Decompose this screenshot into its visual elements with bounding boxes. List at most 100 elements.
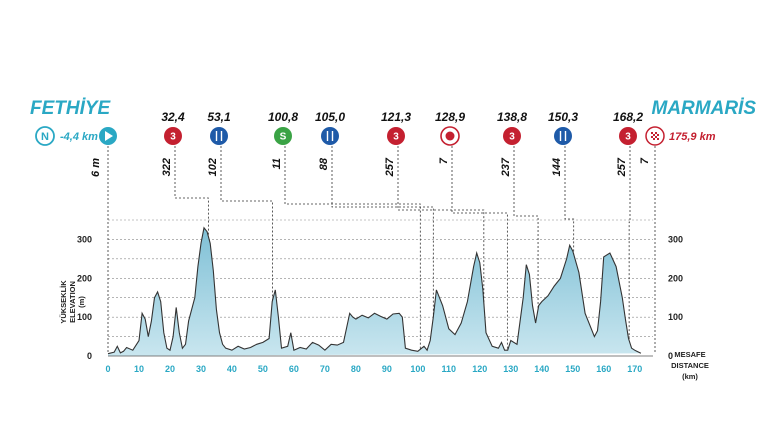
checker-square bbox=[653, 138, 655, 140]
waypoint-climb: 32,4 3 322 bbox=[161, 110, 209, 237]
waypoint-altitude: 322 bbox=[161, 158, 173, 176]
badge-label: 3 bbox=[393, 132, 399, 143]
x-tick-label: 20 bbox=[165, 364, 175, 374]
badge-label: 3 bbox=[509, 132, 515, 143]
checker-square bbox=[655, 136, 657, 138]
y-tick-label-right: 100 bbox=[668, 312, 683, 322]
waypoint-km-label: 128,9 bbox=[435, 110, 465, 124]
waypoint-markers: 32,4332253,1102100,8S11105,088121,332571… bbox=[107, 110, 656, 354]
neutral-start-marker: N -4,4 km bbox=[35, 126, 117, 146]
feed-zone-icon bbox=[210, 127, 228, 145]
x-tick-label: 30 bbox=[196, 364, 206, 374]
x-tick-label: 60 bbox=[289, 364, 299, 374]
waypoint-altitude: 237 bbox=[500, 157, 512, 177]
waypoint-altitude: 7 bbox=[438, 157, 450, 164]
waypoint-km-label: 121,3 bbox=[381, 110, 411, 124]
y-tick-label-left: 0 bbox=[87, 351, 92, 361]
checker-square bbox=[657, 138, 659, 140]
waypoint-km-label: 150,3 bbox=[548, 110, 578, 124]
start-altitude: 6 m bbox=[90, 158, 102, 177]
y-tick-label-left: 100 bbox=[77, 312, 92, 322]
waypoint-km-label: 138,8 bbox=[497, 110, 527, 124]
x-tick-label: 160 bbox=[596, 364, 611, 374]
waypoint-leader-line bbox=[174, 146, 209, 237]
x-axis-title-en: DISTANCE bbox=[671, 361, 709, 370]
waypoint-feed: 150,3 144 bbox=[548, 110, 578, 255]
climb-category-icon bbox=[619, 127, 637, 145]
waypoint-leader-line bbox=[397, 146, 485, 303]
waypoint-km-label: 32,4 bbox=[161, 110, 185, 124]
x-tick-label: 140 bbox=[534, 364, 549, 374]
waypoint-altitude: 11 bbox=[271, 158, 283, 169]
waypoint-altitude: 102 bbox=[207, 158, 219, 176]
waypoint-feed: 53,1 102 bbox=[207, 110, 273, 301]
waypoint-leader-line bbox=[331, 146, 434, 318]
waypoint-km-label: 53,1 bbox=[207, 110, 231, 124]
waypoint-km-label: 168,2 bbox=[613, 110, 643, 124]
x-axis-title-tr: MESAFE bbox=[674, 350, 705, 359]
x-tick-label: 120 bbox=[472, 364, 487, 374]
y-tick-label-left: 300 bbox=[77, 234, 92, 244]
y-tick-label-left: 200 bbox=[77, 273, 92, 283]
waypoint-altitude: 88 bbox=[318, 157, 330, 170]
axis-ticks: 0 10 20 30 40 50 60 70 80 90 100 110 120 130 140 150 160… bbox=[77, 234, 683, 374]
waypoint-km-label: 105,0 bbox=[315, 110, 345, 124]
elevation-area bbox=[107, 226, 653, 357]
y-tick-label-right: 200 bbox=[668, 273, 683, 283]
y-tick-label-right: 0 bbox=[668, 351, 673, 361]
waypoint-leader-line bbox=[284, 146, 421, 350]
x-tick-label: 110 bbox=[442, 364, 457, 374]
x-tick-label: 130 bbox=[503, 364, 518, 374]
waypoint-climb: 138,8 3 237 bbox=[497, 110, 539, 309]
waypoint-climb: 168,2 3 257 bbox=[613, 110, 643, 341]
checker-square bbox=[651, 136, 653, 138]
badge-label: 3 bbox=[625, 132, 631, 143]
badge-label: S bbox=[280, 132, 287, 143]
waypoint-km-label: 100,8 bbox=[268, 110, 298, 124]
checker-square bbox=[653, 134, 655, 136]
checker-square bbox=[657, 134, 659, 136]
waypoint-feed: 105,0 88 bbox=[315, 110, 434, 318]
x-axis-unit: (km) bbox=[682, 372, 698, 381]
badge-label: 3 bbox=[170, 132, 176, 143]
x-tick-label: 40 bbox=[227, 364, 237, 374]
y-axis-unit: (m) bbox=[77, 296, 86, 308]
sprint-icon bbox=[274, 127, 292, 145]
finish-altitude: 7 bbox=[639, 157, 651, 164]
x-tick-label: 100 bbox=[410, 364, 425, 374]
finish-city-name: MARMARİS bbox=[652, 98, 757, 119]
x-tick-label: 70 bbox=[320, 364, 330, 374]
y-axis-title-en: ELEVATION bbox=[68, 281, 77, 323]
waypoint-altitude: 257 bbox=[616, 157, 628, 177]
finish-marker: 175,9 km bbox=[645, 126, 716, 146]
waypoint-altitude: 144 bbox=[551, 158, 563, 176]
x-tick-label: 150 bbox=[565, 364, 580, 374]
x-tick-label: 0 bbox=[105, 364, 110, 374]
checker-square bbox=[651, 132, 653, 134]
waypoint-leader-line bbox=[513, 146, 539, 309]
y-axis-title-tr: YÜKSEKLİK bbox=[59, 280, 68, 324]
waypoint-bonus: 128,97 bbox=[435, 110, 508, 351]
climb-category-icon bbox=[503, 127, 521, 145]
waypoint-climb: 121,3 3 257 bbox=[381, 110, 485, 303]
waypoint-leader-line bbox=[451, 146, 508, 351]
neutral-badge-letter: N bbox=[41, 131, 49, 143]
elevation-fill bbox=[108, 227, 641, 356]
play-arrow-icon bbox=[105, 131, 113, 141]
x-tick-label: 10 bbox=[134, 364, 144, 374]
neutral-icon bbox=[35, 126, 55, 146]
waypoint-leader-line bbox=[564, 146, 575, 255]
finish-distance: 175,9 km bbox=[669, 131, 716, 143]
x-tick-label: 80 bbox=[351, 364, 361, 374]
y-tick-label-right: 300 bbox=[668, 234, 683, 244]
start-city-name: FETHİYE bbox=[30, 98, 112, 119]
feed-zone-icon bbox=[554, 127, 572, 145]
x-tick-label: 170 bbox=[627, 364, 642, 374]
neutral-distance: -4,4 km bbox=[60, 131, 98, 143]
x-tick-label: 90 bbox=[382, 364, 392, 374]
waypoint-altitude: 257 bbox=[384, 157, 396, 177]
bonus-dot bbox=[445, 131, 455, 141]
elevation-line bbox=[107, 226, 642, 355]
climb-category-icon bbox=[387, 127, 405, 145]
feed-zone-icon bbox=[321, 127, 339, 145]
